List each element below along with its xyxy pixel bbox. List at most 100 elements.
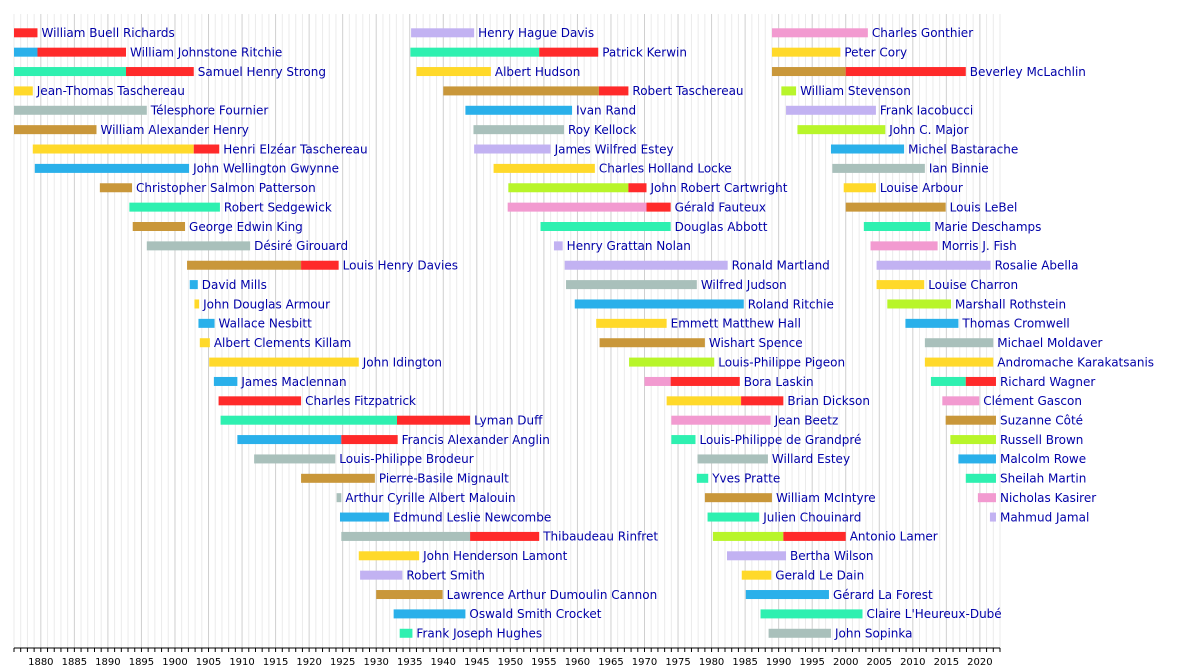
tenure-bar	[14, 86, 33, 96]
bar-label: Roy Kellock	[568, 123, 636, 137]
tenure-bar	[845, 67, 966, 77]
bar-label: Thomas Cromwell	[961, 317, 1069, 331]
tenure-bar	[473, 125, 565, 135]
grid-lines	[13, 14, 1001, 648]
x-tick-label: 1965	[598, 657, 623, 668]
x-tick-label: 2000	[833, 657, 858, 668]
tenure-bar	[599, 338, 705, 348]
tenure-bar	[507, 202, 647, 212]
bar-label: John Douglas Armour	[202, 297, 330, 311]
tenure-bar	[566, 280, 697, 290]
bar-label: Nicholas Kasirer	[1000, 491, 1096, 505]
bar-label: Michael Moldaver	[997, 336, 1102, 350]
bar-label: Malcolm Rowe	[1000, 452, 1086, 466]
bar-label: William McIntyre	[776, 491, 876, 505]
x-tick-label: 1905	[196, 657, 221, 668]
tenure-bar	[696, 473, 709, 483]
tenure-bar	[14, 28, 38, 38]
bar-label: Frank Joseph Hughes	[416, 627, 542, 641]
bar-label: John Wellington Gwynne	[192, 162, 339, 176]
bar-label: Edmund Leslie Newcombe	[393, 510, 551, 524]
tenure-bar	[574, 299, 744, 309]
tenure-bar	[768, 628, 831, 638]
tenure-bar	[470, 531, 540, 541]
bar-label: Andromache Karakatsanis	[997, 355, 1154, 369]
tenure-bar	[876, 260, 991, 270]
tenure-bar	[341, 531, 471, 541]
bar-label: Yves Pratte	[711, 472, 780, 486]
x-tick-label: 1930	[363, 657, 388, 668]
tenure-bar	[945, 415, 996, 425]
tenure-bar	[399, 628, 413, 638]
tenure-bar	[887, 299, 952, 309]
x-tick-label: 1885	[62, 657, 87, 668]
bar-label: Brian Dickson	[787, 394, 870, 408]
tenure-bar	[443, 86, 599, 96]
bar-label: Frank Iacobucci	[880, 104, 973, 118]
tenure-bar	[598, 86, 629, 96]
bar-label: Julien Chouinard	[762, 510, 861, 524]
bar-label: Bora Laskin	[744, 375, 814, 389]
bar-label: Christopher Salmon Patterson	[136, 181, 316, 195]
tenure-bar	[783, 531, 846, 541]
tenure-bar	[339, 512, 389, 522]
bar-label: William Alexander Henry	[101, 123, 249, 137]
bar-label: Lyman Duff	[474, 414, 543, 428]
tenure-bar	[360, 570, 403, 580]
bars	[14, 28, 996, 638]
bar-label: Wishart Spence	[709, 336, 803, 350]
bar-label: Antonio Lamer	[850, 530, 938, 544]
tenure-bar	[832, 163, 925, 173]
bar-label: Louis-Philippe de Grandpré	[699, 433, 861, 447]
bar-label: James Maclennan	[240, 375, 346, 389]
tenure-bar	[129, 202, 220, 212]
x-tick-label: 1995	[799, 657, 824, 668]
tenure-bar	[930, 376, 966, 386]
bar-label: Désiré Girouard	[254, 239, 348, 253]
tenure-bar	[396, 415, 471, 425]
tenure-bar	[218, 396, 302, 406]
tenure-bar	[416, 67, 491, 77]
tenure-bar	[965, 376, 996, 386]
tenure-bar	[539, 47, 599, 57]
bar-label: Richard Wagner	[1000, 375, 1095, 389]
x-tick-label: 1990	[766, 657, 791, 668]
bar-label: Louis LeBel	[950, 200, 1018, 214]
bar-label: John Henderson Lamont	[422, 549, 568, 563]
bar-label: Lawrence Arthur Dumoulin Cannon	[447, 588, 658, 602]
tenure-bar	[843, 183, 876, 193]
bar-label: David Mills	[202, 278, 267, 292]
tenure-bar	[189, 280, 198, 290]
x-tick-label: 1955	[531, 657, 556, 668]
x-tick-label: 2005	[867, 657, 892, 668]
tenure-bar	[194, 299, 200, 309]
tenure-bar	[393, 609, 466, 619]
tenure-bar	[950, 435, 996, 445]
tenure-bar	[254, 454, 336, 464]
tenure-bar	[704, 493, 772, 503]
x-tick-label: 1950	[498, 657, 523, 668]
bar-label: Michel Bastarache	[908, 142, 1018, 156]
x-tick-label: 1925	[330, 657, 355, 668]
x-tick-label: 1945	[464, 657, 489, 668]
bar-label: William Johnstone Ritchie	[130, 45, 282, 59]
tenure-bar	[14, 47, 38, 57]
bar-label: Morris J. Fish	[942, 239, 1017, 253]
tenure-bar	[712, 531, 784, 541]
x-tick-label: 1915	[263, 657, 288, 668]
tenure-bar	[786, 105, 876, 115]
bar-label: Sheilah Martin	[1000, 472, 1086, 486]
tenure-bar	[465, 105, 573, 115]
tenure-bar	[99, 183, 133, 193]
bar-label: Roland Ritchie	[748, 297, 834, 311]
bar-label: Mahmud Jamal	[1000, 510, 1089, 524]
bar-label: Charles Gonthier	[872, 26, 973, 40]
tenure-bar	[870, 241, 938, 251]
bar-label: Louise Charron	[928, 278, 1018, 292]
bar-label: Ivan Rand	[576, 104, 636, 118]
tenure-bar	[493, 163, 595, 173]
x-tick-label: 1910	[229, 657, 254, 668]
bar-label: Ronald Martland	[732, 259, 830, 273]
tenure-bar	[670, 376, 740, 386]
bar-label: Douglas Abbott	[675, 220, 768, 234]
